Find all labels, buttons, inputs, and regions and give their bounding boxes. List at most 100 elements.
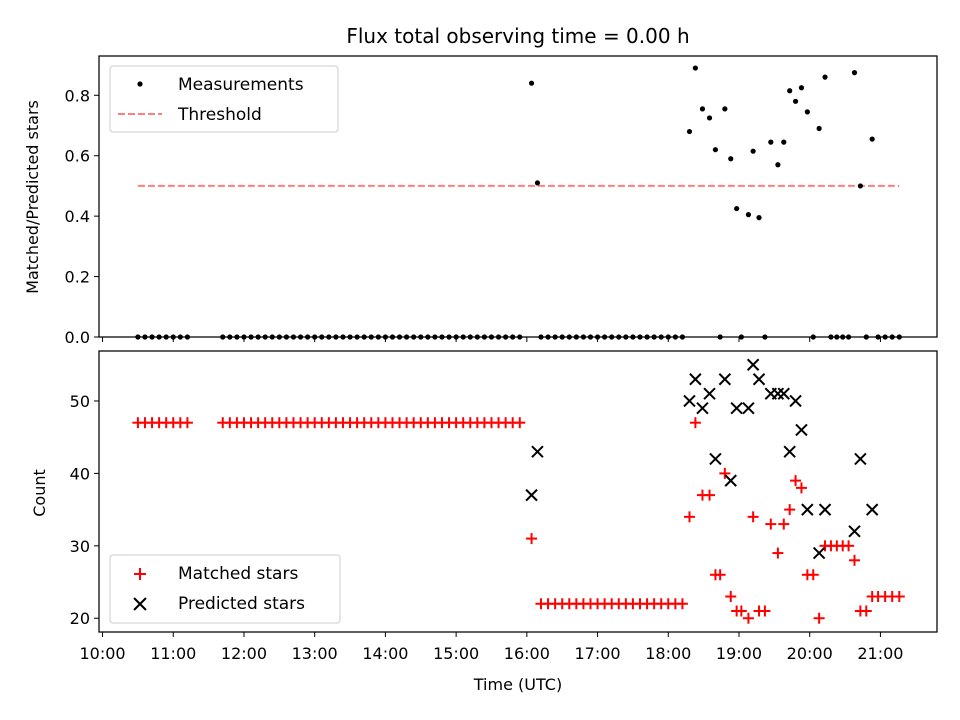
measurement-point	[857, 183, 863, 189]
predicted-star-point	[742, 402, 755, 415]
bottom-y-tick-label: 30	[70, 537, 90, 556]
predicted-star-point	[771, 387, 785, 400]
top-y-ticks: 0.0 0.2 0.4 0.6 0.8	[65, 86, 99, 347]
x-tick-label: 10:00	[79, 644, 125, 663]
x-tick-label: 18:00	[645, 644, 691, 663]
matched-star-point	[860, 605, 872, 617]
measurement-point	[686, 128, 693, 135]
matched-star-point	[795, 482, 807, 494]
measurement-point	[756, 215, 762, 221]
bottom-plot-marks	[132, 358, 905, 624]
measurement-point	[781, 139, 787, 145]
measurement-point	[851, 70, 858, 76]
predicted-star-point	[783, 445, 796, 458]
x-tick-label: 19:00	[716, 644, 762, 663]
predicted-star-point	[812, 546, 826, 560]
bottom-y-tick-label: 50	[70, 392, 90, 411]
measurement-point	[750, 148, 756, 154]
measurement-point	[792, 98, 799, 104]
bottom-legend-box	[109, 554, 341, 624]
matched-star-point	[778, 518, 790, 530]
matched-star-point	[759, 605, 771, 617]
legend-matched-label: Matched stars	[178, 564, 298, 584]
predicted-star-point	[848, 525, 861, 538]
matched-star-point	[790, 475, 802, 487]
top-y-tick-label: 0.2	[65, 268, 90, 287]
predicted-star-point	[703, 387, 716, 400]
matched-star-point	[893, 591, 905, 603]
predicted-star-point	[531, 445, 544, 458]
matched-star-point	[725, 591, 737, 603]
measurement-point	[869, 136, 875, 142]
predicted-star-point	[752, 373, 766, 386]
x-tick-label: 15:00	[433, 644, 479, 663]
top-y-axis-label: Matched/Predicted stars	[23, 100, 42, 294]
measurement-point	[768, 139, 774, 145]
predicted-star-point	[730, 402, 743, 415]
matched-star-point	[514, 417, 526, 429]
legend-measurements-marker	[137, 81, 143, 87]
predicted-star-point	[854, 452, 867, 466]
bottom-y-ticks: 20 30 40 50	[70, 392, 99, 628]
bottom-y-tick-label: 40	[70, 464, 90, 483]
predicted-star-point	[709, 452, 722, 466]
predicted-star-point	[865, 503, 879, 516]
bottom-legend: Matched stars Predicted stars	[109, 554, 341, 624]
measurement-point	[699, 106, 706, 112]
measurement-point	[712, 147, 719, 153]
matched-star-point	[735, 605, 747, 617]
legend-measurements-label: Measurements	[178, 75, 304, 95]
matched-star-point	[772, 547, 784, 559]
measurement-point	[804, 109, 810, 115]
x-tick-label: 21:00	[857, 644, 903, 663]
measurement-point	[775, 162, 781, 168]
top-y-tick-label: 0.0	[65, 328, 90, 347]
matched-star-point	[704, 489, 716, 501]
legend-predicted-label: Predicted stars	[178, 594, 305, 614]
predicted-star-point	[718, 373, 732, 386]
predicted-star-point	[683, 394, 696, 408]
predicted-star-point	[696, 402, 709, 415]
measurement-point	[534, 180, 541, 186]
matched-star-point	[676, 598, 688, 610]
predicted-star-point	[724, 474, 737, 487]
matched-star-point	[526, 533, 538, 545]
top-y-tick-label: 0.8	[65, 86, 90, 105]
x-tick-label: 17:00	[575, 644, 621, 663]
measurement-point	[798, 85, 805, 91]
predicted-star-point	[525, 488, 538, 502]
bottom-axes-frame	[98, 350, 938, 633]
matched-star-point	[848, 554, 860, 566]
x-tick-label: 20:00	[787, 644, 833, 663]
matched-star-point	[181, 417, 193, 429]
matched-star-point	[714, 569, 726, 581]
measurement-point	[745, 212, 752, 218]
measurement-point	[734, 205, 740, 212]
measurement-point	[722, 106, 728, 112]
matched-star-point	[742, 612, 754, 624]
matched-star-point	[689, 417, 701, 429]
measurement-point	[692, 65, 698, 71]
predicted-star-point	[818, 503, 832, 516]
chart-title: Flux total observing time = 0.00 h	[346, 24, 689, 48]
matched-star-point	[813, 612, 825, 624]
predicted-star-point	[777, 387, 790, 400]
count-panel: Count Time (UTC) 20 30 40 50 10:00 11:00 12:0…	[30, 350, 938, 694]
x-tick-label: 14:00	[362, 644, 408, 663]
x-tick-label: 11:00	[150, 644, 196, 663]
top-legend-box	[109, 65, 339, 133]
top-y-tick-label: 0.4	[65, 207, 90, 226]
predicted-star-point	[789, 394, 802, 408]
ratio-panel: Flux total observing time = 0.00 h Match…	[23, 24, 938, 347]
x-tick-label: 12:00	[221, 644, 267, 663]
matched-star-point	[807, 569, 819, 581]
x-axis-label: Time (UTC)	[473, 675, 562, 694]
bottom-y-tick-label: 20	[70, 609, 90, 628]
top-legend: Measurements Threshold	[109, 65, 339, 133]
top-y-tick-label: 0.6	[65, 147, 90, 166]
measurement-point	[822, 74, 828, 80]
predicted-star-point	[801, 503, 814, 516]
x-tick-label: 13:00	[292, 644, 338, 663]
predicted-star-point	[746, 358, 760, 371]
